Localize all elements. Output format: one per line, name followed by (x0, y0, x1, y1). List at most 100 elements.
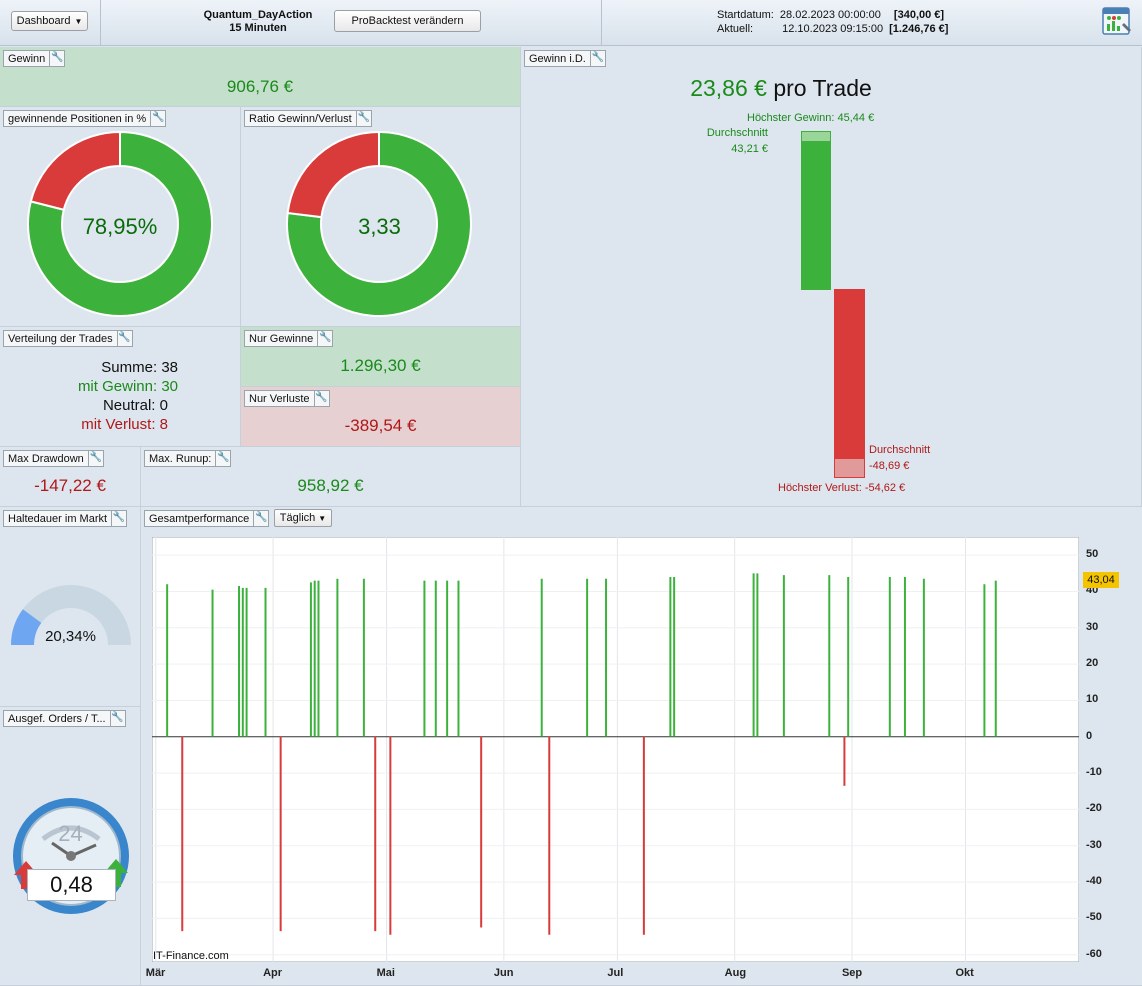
current-date-label: Aktuell: (717, 23, 754, 35)
current-date-row: Aktuell: 12.10.2023 09:15:00 [1.246,76 €… (717, 23, 948, 35)
strategy-name: Quantum_DayAction (203, 9, 313, 21)
strategy-timeframe: 15 Minuten (229, 22, 287, 34)
wrench-icon[interactable]: 🔧 (109, 711, 125, 726)
wrench-icon[interactable]: 🔧 (317, 331, 332, 346)
y-tick-label: 10 (1086, 693, 1099, 706)
x-tick-label: Jul (607, 967, 624, 979)
y-tick-label: -50 (1086, 911, 1102, 924)
performance-label: Gesamtperformance (149, 512, 250, 525)
max-runup-label: Max. Runup: (149, 452, 212, 465)
only-gains-tag: Nur Gewinne 🔧 (244, 330, 334, 347)
last-value-badge: 43,04 (1083, 572, 1119, 588)
toolbar-divider (601, 0, 602, 46)
wrench-icon[interactable]: 🔧 (116, 331, 132, 346)
profit-panel: Gewinn 🔧 906,76 € (0, 47, 521, 107)
max-loss-bar (834, 458, 865, 478)
max-runup-panel: Max. Runup: 🔧 958,92 € (141, 447, 521, 507)
x-tick-label: Jun (493, 967, 514, 979)
neutral-trades-label: Neutral: (102, 397, 156, 414)
wrench-icon[interactable]: 🔧 (111, 511, 126, 526)
only-losses-panel: Nur Verluste 🔧 -389,54 € (241, 387, 521, 447)
modify-backtest-button[interactable]: ProBacktest verändern (334, 10, 481, 32)
only-losses-value: -389,54 € (344, 416, 417, 435)
losing-trades-value: 8 (159, 416, 168, 433)
x-tick-label: Apr (263, 967, 283, 979)
average-trade-value: 23,86 € (690, 75, 767, 101)
total-trades-label: Summe: (101, 359, 158, 376)
wrench-icon[interactable]: 🔧 (253, 511, 268, 526)
total-trades-row: Summe: 38 (0, 359, 178, 376)
only-gains-value: 1.296,30 € (340, 356, 421, 375)
max-drawdown-tag: Max Drawdown 🔧 (3, 450, 104, 467)
gauge-track (11, 585, 131, 645)
x-tick-label: Sep (841, 967, 863, 979)
ratio-loss-slice (286, 130, 380, 219)
y-tick-label: 20 (1086, 657, 1099, 670)
ratio-value: 3,33 (358, 214, 401, 239)
period-value: Täglich (279, 512, 316, 524)
max-gain-bar (801, 131, 831, 142)
winning-positions-tag: gewinnende Positionen in % 🔧 (3, 110, 167, 127)
ratio-donut (286, 130, 472, 317)
x-tick-label: Mai (376, 967, 395, 979)
avg-gain-title: Durchschnitt (706, 127, 768, 139)
trade-distribution-tag: Verteilung der Trades 🔧 (3, 330, 133, 347)
profit-value: 906,76 € (226, 77, 294, 96)
losing-trades-row: mit Verlust: 8 (0, 416, 168, 433)
period-dropdown[interactable]: Täglich ▼ (274, 509, 332, 527)
wrench-icon[interactable]: 🔧 (49, 51, 64, 66)
avg-loss-title: Durchschnitt (869, 444, 931, 456)
wrench-icon[interactable]: 🔧 (215, 451, 230, 466)
max-loss-label: Höchster Verlust: -54,62 € (778, 482, 906, 494)
performance-chart (152, 537, 1079, 962)
max-drawdown-value: -147,22 € (34, 476, 106, 495)
profit-tag: Gewinn 🔧 (3, 50, 66, 67)
neutral-trades-value: 0 (159, 397, 168, 414)
clock-number: 24 (58, 821, 83, 846)
trade-distribution-label: Verteilung der Trades (8, 332, 113, 345)
toolbar-divider (100, 0, 101, 46)
y-tick-label: -10 (1086, 766, 1102, 779)
y-tick-label: -30 (1086, 838, 1102, 851)
y-tick-label: 0 (1086, 729, 1093, 742)
dashboard-dropdown[interactable]: Dashboard ▼ (11, 11, 88, 31)
wrench-icon[interactable]: 🔧 (355, 111, 371, 126)
holding-time-tag: Haltedauer im Markt 🔧 (3, 510, 128, 527)
max-runup-tag: Max. Runup: 🔧 (144, 450, 232, 467)
wrench-icon[interactable]: 🔧 (589, 51, 605, 66)
max-runup-value: 958,92 € (297, 476, 364, 495)
holding-time-gauge (11, 585, 131, 645)
dashboard-settings-icon[interactable] (1102, 5, 1134, 37)
start-capital: [340,00 €] (893, 9, 945, 21)
holding-time-label: Haltedauer im Markt (8, 512, 108, 525)
start-date-label: Startdatum: (717, 9, 774, 21)
holding-time-panel: Haltedauer im Markt 🔧 20,34% (0, 507, 141, 707)
y-tick-label: -20 (1086, 802, 1102, 815)
wrench-icon[interactable]: 🔧 (313, 391, 329, 406)
max-drawdown-label: Max Drawdown (8, 452, 84, 465)
current-date-value: 12.10.2023 09:15:00 (782, 23, 884, 35)
x-tick-label: Okt (955, 967, 974, 979)
orders-value: 0,48 (27, 869, 116, 901)
wrench-icon[interactable]: 🔧 (150, 111, 165, 126)
wrench-icon[interactable]: 🔧 (87, 451, 103, 466)
ratio-panel: Ratio Gewinn/Verlust 🔧 3,33 (241, 107, 521, 327)
avg-loss-value: -48,69 € (869, 460, 910, 472)
top-toolbar: Dashboard ▼ Quantum_DayAction 15 Minuten… (0, 0, 1142, 46)
chart-background (152, 537, 1079, 962)
dashboard-label: Dashboard (16, 15, 71, 27)
winning-positions-loss-slice (29, 130, 121, 211)
only-losses-label: Nur Verluste (249, 392, 310, 405)
average-trade-label: Gewinn i.D. (529, 52, 586, 65)
y-tick-label: -40 (1086, 875, 1102, 888)
max-gain-label: Höchster Gewinn: 45,44 € (747, 112, 875, 124)
x-tick-label: Aug (724, 967, 747, 979)
chevron-down-icon: ▼ (74, 16, 83, 26)
performance-tag: Gesamtperformance 🔧 (144, 510, 270, 527)
avg-gain-bar (801, 142, 831, 290)
chevron-down-icon: ▼ (318, 513, 327, 523)
only-gains-panel: Nur Gewinne 🔧 1.296,30 € (241, 327, 521, 387)
x-tick-label: Mär (145, 967, 166, 979)
only-gains-label: Nur Gewinne (249, 332, 314, 345)
winning-positions-label: gewinnende Positionen in % (8, 112, 147, 125)
